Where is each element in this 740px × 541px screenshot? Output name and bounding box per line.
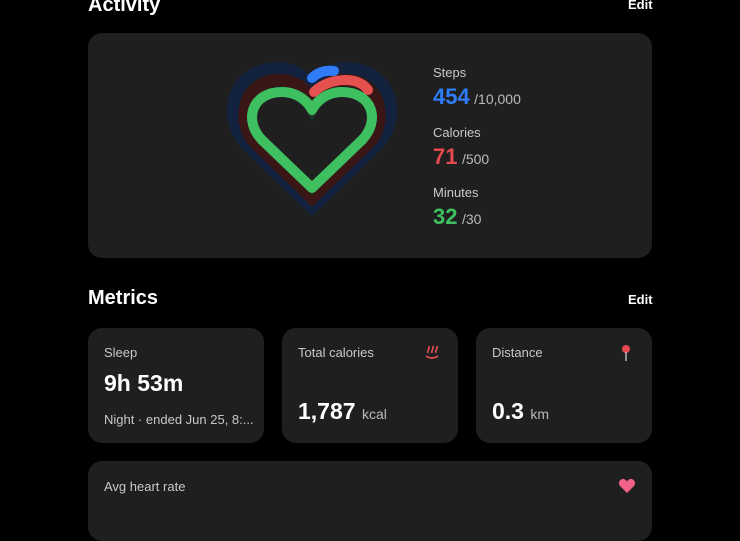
stat-row: 32 /30: [433, 204, 481, 230]
card-value: 0.3 km: [492, 398, 549, 425]
fire-icon: [425, 345, 439, 359]
card-label: Distance: [492, 345, 543, 360]
card-value: 9h 53m: [104, 370, 184, 396]
calories-card[interactable]: Total calories 1,787 kcal: [282, 328, 458, 443]
stat-label: Steps: [433, 65, 467, 80]
section-title: Activity: [88, 0, 161, 16]
card-label: Sleep: [104, 345, 138, 360]
heart-rings: [227, 61, 397, 217]
value: 0.3: [492, 398, 524, 424]
unit: km: [530, 406, 550, 422]
distance-card[interactable]: Distance 0.3 km: [476, 328, 652, 443]
stat-value: 454: [433, 84, 470, 109]
stat-goal: /30: [461, 211, 482, 227]
section-title: Metrics: [88, 287, 159, 309]
card-note: Night · ended Jun 25, 8:...: [104, 412, 254, 427]
stat-goal: /10,000: [474, 91, 521, 107]
stat-row: 454 /10,000: [433, 84, 521, 110]
heart-icon: [618, 478, 636, 493]
pin-icon: [622, 345, 630, 361]
card-label: Total calories: [298, 345, 374, 360]
stat-goal: /500: [461, 151, 490, 167]
stat-label: Calories: [433, 125, 481, 140]
sleep-card[interactable]: Sleep 9h 53m Night · ended Jun 25, 8:...: [88, 328, 264, 443]
edit-button[interactable]: Edit: [628, 0, 653, 12]
edit-button[interactable]: Edit: [628, 292, 653, 307]
stat-label: Minutes: [433, 185, 479, 200]
value: 1,787: [298, 398, 356, 424]
card-value: 1,787 kcal: [298, 398, 387, 425]
unit: kcal: [361, 406, 387, 422]
stat-value: 32: [433, 204, 458, 229]
stat-value: 71: [433, 144, 458, 169]
activity-card[interactable]: Steps 454 /10,000 Calories 71 /500 Minutes…: [88, 33, 652, 258]
card-label: Avg heart rate: [104, 479, 186, 494]
heart-rate-card[interactable]: Avg heart rate: [88, 461, 652, 541]
page: Activity Edit Steps 454 /10,000 Calories …: [88, 0, 653, 541]
stat-row: 71 /500: [433, 144, 489, 170]
